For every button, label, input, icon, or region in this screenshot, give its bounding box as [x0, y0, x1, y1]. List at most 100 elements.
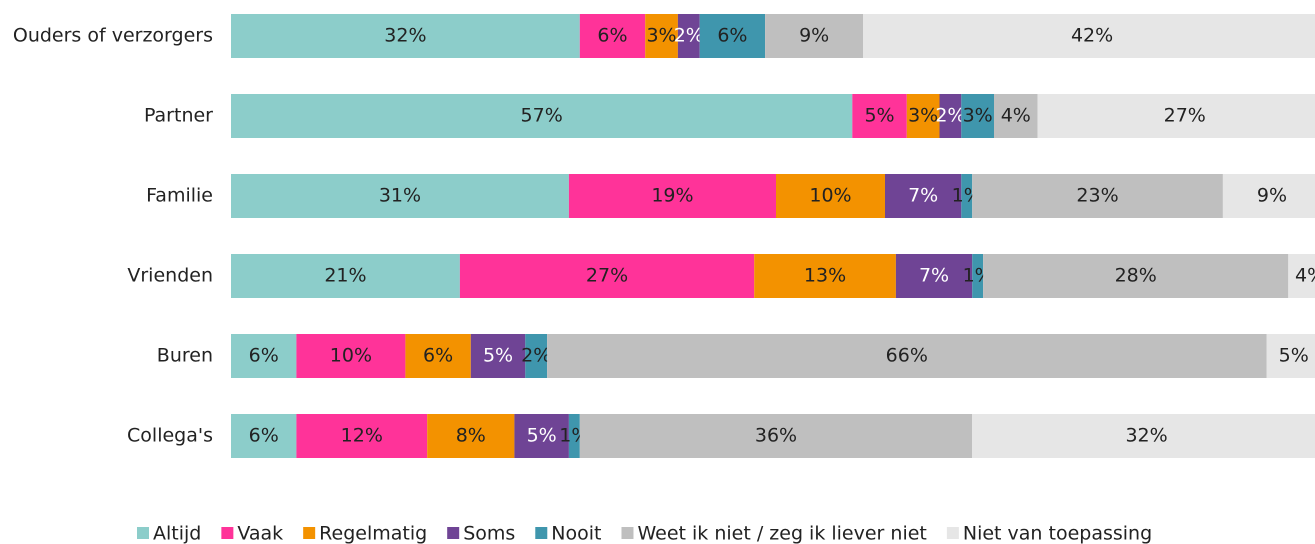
data-label: 2% — [935, 105, 965, 127]
data-label: 27% — [1164, 105, 1206, 127]
bar-segment — [699, 14, 766, 58]
data-label: 4% — [1295, 265, 1315, 287]
legend-swatch — [535, 527, 548, 539]
data-label: 9% — [799, 25, 829, 47]
bar-segment — [296, 414, 428, 458]
legend-label: Niet van toepassing — [963, 523, 1152, 544]
data-label: 42% — [1071, 25, 1113, 47]
legend-swatch — [447, 527, 460, 539]
bar-segment — [906, 94, 940, 138]
legend-label: Regelmatig — [319, 523, 427, 544]
data-label: 5% — [483, 345, 513, 367]
bar-segment — [983, 254, 1289, 298]
legend-swatch — [221, 527, 234, 539]
category-label: Vrienden — [127, 265, 213, 287]
bar-segment — [579, 414, 973, 458]
bar-segment — [1037, 94, 1315, 138]
legend-swatch — [621, 527, 634, 539]
data-label: 8% — [456, 425, 486, 447]
bar-segment — [895, 254, 973, 298]
legend-label: Vaak — [237, 523, 283, 544]
data-label: 32% — [384, 25, 426, 47]
bar-segment — [852, 94, 907, 138]
data-label: 7% — [919, 265, 949, 287]
data-label: 19% — [651, 185, 693, 207]
category-label: Familie — [146, 185, 213, 207]
legend-label: Soms — [463, 523, 515, 544]
data-label: 2% — [521, 345, 551, 367]
category-label: Collega's — [127, 425, 213, 447]
data-label: 31% — [379, 185, 421, 207]
bar-segment — [579, 14, 646, 58]
bar-segment — [972, 254, 984, 298]
data-label: 6% — [423, 345, 453, 367]
bar-segment — [525, 334, 548, 378]
bar-segment — [547, 334, 1267, 378]
legend-label: Altijd — [153, 523, 201, 544]
bar-segment — [885, 174, 962, 218]
legend-swatch — [946, 527, 959, 539]
bar-segment — [863, 14, 1315, 58]
data-label: 5% — [527, 425, 557, 447]
bar-segment — [1266, 334, 1315, 378]
data-label: 32% — [1125, 425, 1167, 447]
bar-segment — [427, 414, 515, 458]
bar-segment — [231, 254, 460, 298]
data-label: 12% — [341, 425, 383, 447]
data-label: 13% — [804, 265, 846, 287]
legend-label: Weet ik niet / zeg ik liever niet — [637, 523, 926, 544]
bar-segment — [231, 14, 580, 58]
bar-segment — [568, 414, 580, 458]
legend-swatch — [137, 527, 149, 539]
data-label: 5% — [864, 105, 894, 127]
data-label: 6% — [717, 25, 747, 47]
bar-segment — [470, 334, 526, 378]
bar-segment — [1288, 254, 1315, 298]
data-label: 2% — [674, 25, 704, 47]
category-label: Buren — [157, 345, 213, 367]
data-label: 10% — [809, 185, 851, 207]
bar-segment — [568, 174, 776, 218]
data-label: 9% — [1257, 185, 1287, 207]
data-label: 6% — [597, 25, 627, 47]
data-label: 5% — [1279, 345, 1309, 367]
bar-segment — [994, 94, 1038, 138]
data-label: 57% — [521, 105, 563, 127]
bar-segment — [514, 414, 569, 458]
data-label: 36% — [755, 425, 797, 447]
data-label: 10% — [330, 345, 372, 367]
bar-segment — [972, 174, 1223, 218]
data-label: 4% — [1001, 105, 1031, 127]
bar-segment — [296, 334, 406, 378]
data-label: 27% — [586, 265, 628, 287]
data-label: 28% — [1115, 265, 1157, 287]
data-label: 3% — [646, 25, 676, 47]
data-label: 21% — [324, 265, 366, 287]
bar-segment — [961, 94, 994, 138]
data-label: 6% — [249, 425, 279, 447]
bar-segment — [231, 94, 853, 138]
data-label: 66% — [886, 345, 928, 367]
category-label: Ouders of verzorgers — [13, 25, 213, 47]
data-label: 3% — [908, 105, 938, 127]
bar-segment — [765, 14, 864, 58]
legend-swatch — [303, 527, 316, 539]
bar-segment — [459, 254, 755, 298]
bar-segment — [677, 14, 700, 58]
data-label: 23% — [1076, 185, 1118, 207]
bar-segment — [939, 94, 962, 138]
bar-segment — [645, 14, 678, 58]
data-label: 7% — [908, 185, 938, 207]
bar-segment — [961, 174, 973, 218]
bar-segment — [231, 334, 297, 378]
category-label: Partner — [144, 105, 213, 127]
bar-segment — [405, 334, 471, 378]
bar-segment — [231, 414, 297, 458]
bar-segment — [1222, 174, 1315, 218]
bar-segment — [231, 174, 569, 218]
bar-segment — [776, 174, 885, 218]
data-label: 3% — [963, 105, 993, 127]
bar-segment — [754, 254, 896, 298]
data-label: 6% — [249, 345, 279, 367]
